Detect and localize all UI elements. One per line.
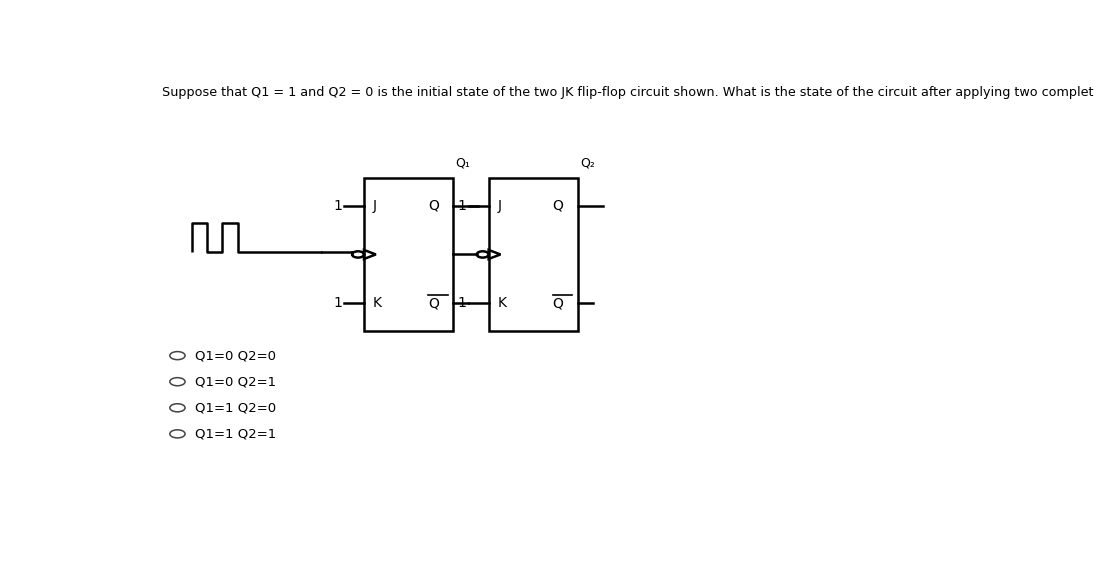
Text: K: K [498,296,507,310]
Text: Q1=0 Q2=0: Q1=0 Q2=0 [195,349,277,362]
Text: Q: Q [552,199,563,213]
Bar [489,178,578,331]
Bar [364,178,453,331]
Text: 1: 1 [457,199,466,213]
Text: Q1=0 Q2=1: Q1=0 Q2=1 [195,375,277,388]
Text: Q: Q [428,199,439,213]
Text: K: K [373,296,382,310]
Text: 1: 1 [333,296,341,310]
Text: Suppose that Q1 = 1 and Q2 = 0 is the initial state of the two JK flip-flop circ: Suppose that Q1 = 1 and Q2 = 0 is the in… [162,86,1094,99]
Text: Q: Q [428,296,439,310]
Text: 1: 1 [333,199,341,213]
Text: J: J [373,199,376,213]
Text: Q1=1 Q2=0: Q1=1 Q2=0 [195,401,277,414]
Text: Q1=1 Q2=1: Q1=1 Q2=1 [195,427,277,440]
Text: 1: 1 [457,296,466,310]
Text: Q₁: Q₁ [455,157,470,170]
Text: Q₂: Q₂ [580,157,595,170]
Text: Q: Q [552,296,563,310]
Text: J: J [498,199,501,213]
